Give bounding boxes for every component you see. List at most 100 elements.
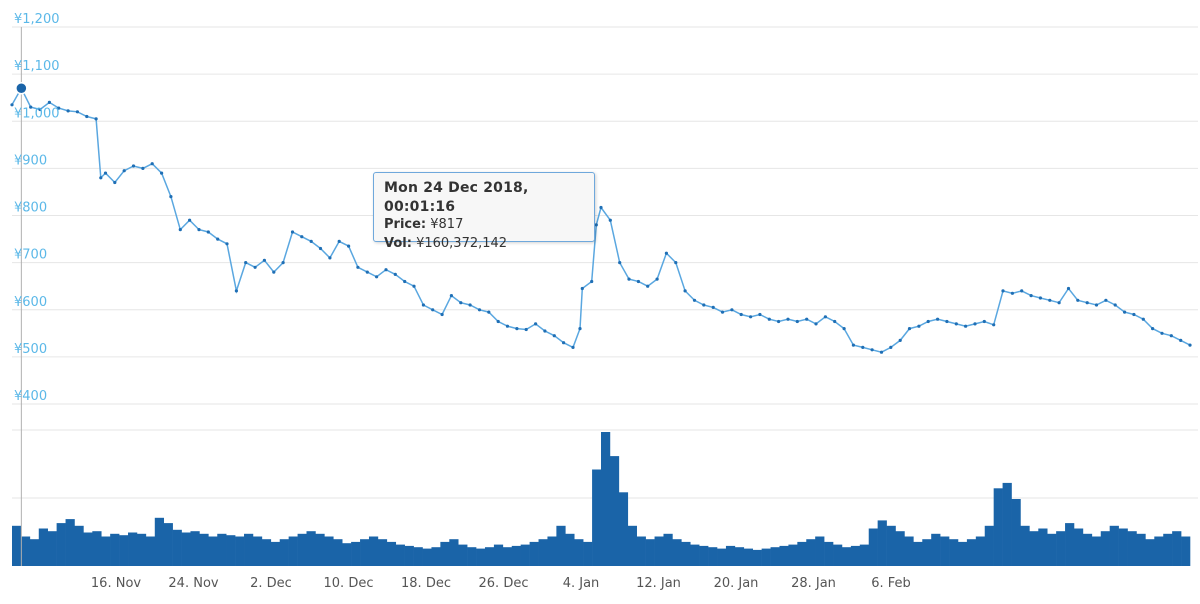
y-axis-labels: ¥1,200 ¥1,100 ¥1,000 ¥900 ¥800 ¥700 ¥600 ¥500 ¥4…: [14, 12, 60, 404]
volume-bar: [601, 432, 611, 566]
price-point: [594, 223, 598, 227]
volume-bar: [547, 536, 557, 566]
price-point: [730, 308, 734, 312]
price-point: [10, 103, 14, 107]
volume-bar: [306, 531, 316, 566]
price-point: [131, 164, 136, 168]
price-point: [618, 261, 622, 265]
volume-bar: [74, 525, 84, 566]
price-point: [1160, 331, 1164, 335]
volume-bar: [833, 544, 843, 566]
price-point: [244, 261, 248, 265]
price-point: [973, 322, 977, 326]
price-point: [580, 286, 584, 291]
price-point: [1141, 317, 1145, 321]
volume-bar: [797, 541, 807, 566]
volume-bar: [886, 525, 896, 566]
x-tick-label: 24. Nov: [168, 576, 218, 591]
price-point: [720, 310, 725, 314]
price-point: [66, 109, 70, 113]
price-point: [992, 323, 996, 327]
volume-bar: [119, 535, 129, 566]
price-point: [225, 242, 229, 246]
price-point: [767, 317, 771, 321]
price-point: [777, 319, 781, 324]
price-line: [11, 86, 1191, 353]
price-point: [739, 312, 743, 317]
volume-bar: [190, 531, 200, 566]
volume-bar: [663, 533, 673, 566]
volume-bar: [1082, 533, 1093, 566]
price-point: [141, 166, 145, 170]
price-point: [347, 244, 351, 248]
volume-bar: [244, 533, 254, 566]
volume-bar: [145, 536, 156, 566]
x-tick-label: 12. Jan: [636, 576, 681, 591]
price-point: [356, 265, 360, 269]
x-tick-label: 18. Dec: [401, 576, 451, 591]
tooltip-price-value: ¥817: [430, 217, 464, 232]
volume-bar: [743, 548, 754, 566]
price-point: [1188, 343, 1192, 347]
price-point: [300, 235, 304, 239]
price-point: [1132, 312, 1136, 317]
volume-bar: [850, 545, 861, 566]
volume-bar: [315, 533, 325, 566]
x-tick-label: 20. Jan: [714, 576, 759, 591]
volume-bar: [386, 541, 397, 566]
volume-series: [12, 432, 1191, 566]
volume-bar: [654, 536, 664, 566]
volume-bar: [128, 532, 138, 566]
price-point: [99, 176, 103, 180]
volume-bar: [1163, 533, 1173, 566]
price-point: [85, 114, 89, 119]
volume-bar: [645, 539, 655, 566]
price-point: [805, 317, 809, 321]
price-point: [833, 319, 837, 324]
price-point: [758, 312, 762, 317]
y-tick-label: ¥1,000: [14, 106, 60, 121]
volume-bar: [56, 523, 66, 566]
volume-bar: [1118, 528, 1128, 566]
price-point: [795, 319, 799, 324]
volume-bar: [208, 536, 218, 566]
x-tick-label: 10. Dec: [324, 576, 374, 591]
price-point: [599, 205, 603, 210]
volume-bar: [1038, 528, 1048, 566]
volume-bar: [717, 548, 727, 566]
volume-bar: [511, 545, 521, 566]
volume-bar: [449, 539, 459, 566]
volume-bar: [1145, 539, 1155, 566]
volume-bar: [868, 528, 878, 566]
volume-bar: [1181, 536, 1191, 566]
price-point: [1066, 286, 1071, 291]
volume-bar: [815, 536, 825, 566]
volume-bar: [752, 549, 762, 566]
price-point: [898, 338, 902, 342]
volume-bar: [565, 533, 575, 566]
volume-bar: [913, 541, 923, 566]
price-point: [646, 284, 650, 288]
price-point: [449, 294, 453, 298]
x-tick-label: 6. Feb: [871, 576, 911, 591]
price-point: [749, 315, 753, 319]
price-point: [945, 319, 949, 324]
price-point: [571, 345, 575, 349]
volume-bar: [101, 536, 111, 566]
price-point: [150, 162, 154, 166]
price-point: [1048, 298, 1052, 302]
price-point: [113, 180, 117, 185]
volume-bar: [556, 525, 566, 566]
volume-bar: [520, 544, 530, 566]
price-point: [309, 239, 313, 243]
volume-bar: [279, 539, 289, 566]
price-point: [57, 106, 61, 110]
tooltip-vol-label: Vol:: [384, 235, 412, 251]
volume-bar: [672, 539, 682, 566]
volume-bar: [172, 529, 182, 566]
price-point: [926, 319, 930, 324]
volume-bar: [368, 536, 379, 566]
x-tick-label: 16. Nov: [91, 576, 141, 591]
